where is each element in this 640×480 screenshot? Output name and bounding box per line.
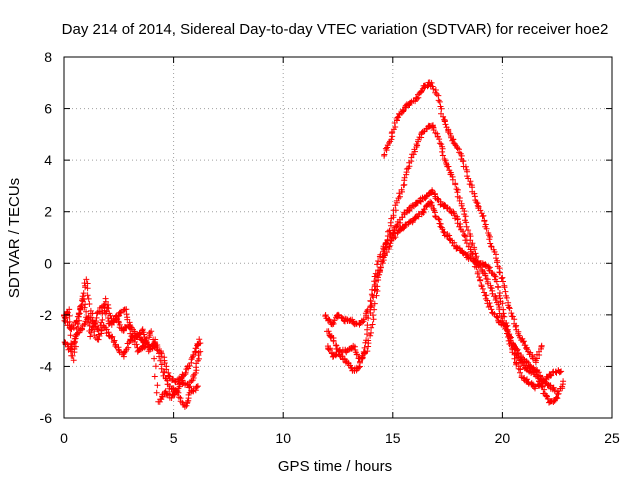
- series-main-top: [381, 79, 545, 366]
- chart-title: Day 214 of 2014, Sidereal Day-to-day VTE…: [62, 21, 609, 38]
- y-tick-label: 0: [44, 255, 52, 271]
- points-layer: [61, 79, 567, 410]
- x-axis-label: GPS time / hours: [278, 458, 392, 475]
- marker-path: [381, 79, 545, 366]
- x-tick-label: 15: [385, 430, 401, 446]
- marker-path: [324, 122, 561, 395]
- x-tick-label: 5: [170, 430, 178, 446]
- x-tick-label: 20: [495, 430, 511, 446]
- y-tick-label: -4: [40, 358, 53, 374]
- ticks-layer: 0 5 10 15 20 25 -6 -4 -2 0 2 4 6 8: [40, 49, 620, 446]
- y-tick-label: -2: [40, 307, 53, 323]
- series-main-high: [324, 122, 561, 395]
- x-tick-label: 10: [275, 430, 291, 446]
- y-tick-label: 6: [44, 101, 52, 117]
- y-tick-label: 4: [44, 152, 52, 168]
- x-tick-label: 25: [604, 430, 620, 446]
- x-tick-label: 0: [60, 430, 68, 446]
- y-tick-label: 2: [44, 204, 52, 220]
- y-tick-label: -6: [40, 410, 53, 426]
- y-tick-label: 8: [44, 49, 52, 65]
- plot-frame: [63, 56, 613, 419]
- y-axis-label: SDTVAR / TECUs: [6, 178, 23, 298]
